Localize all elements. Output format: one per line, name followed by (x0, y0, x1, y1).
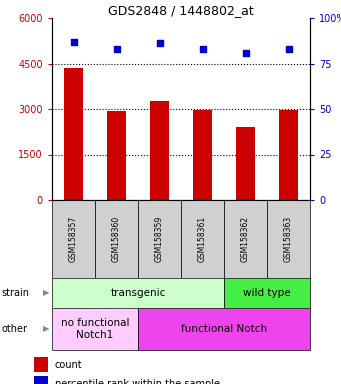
Bar (224, 278, 310, 308)
Text: GSM158363: GSM158363 (284, 216, 293, 262)
Bar (138, 200, 181, 278)
Bar (95, 200, 138, 278)
Text: strain: strain (2, 288, 30, 298)
Bar (107, 111, 126, 200)
Point (71, 38, 76, 45)
Bar (52, 200, 95, 278)
Bar (193, 110, 212, 200)
Text: GSM158362: GSM158362 (241, 216, 250, 262)
Bar (150, 101, 169, 200)
Text: no functional
Notch1: no functional Notch1 (61, 318, 129, 340)
Point (200, 46, 205, 52)
Text: ▶: ▶ (43, 324, 49, 333)
Point (286, 46, 291, 52)
Text: ▶: ▶ (43, 288, 49, 298)
Title: GDS2848 / 1448802_at: GDS2848 / 1448802_at (108, 4, 254, 17)
Text: GSM158360: GSM158360 (112, 216, 121, 262)
Text: percentile rank within the sample: percentile rank within the sample (55, 379, 220, 384)
Bar (64, 68, 83, 200)
Bar (34, 376, 48, 384)
Bar (138, 308, 310, 350)
Text: transgenic: transgenic (110, 288, 166, 298)
Text: count: count (55, 360, 82, 370)
Text: GSM158359: GSM158359 (155, 216, 164, 262)
Point (243, 50, 248, 56)
Bar (279, 110, 298, 200)
Bar (34, 357, 48, 372)
Text: GSM158357: GSM158357 (69, 216, 78, 262)
Bar (224, 200, 267, 278)
Point (114, 46, 119, 52)
Bar (236, 127, 255, 200)
Bar (52, 278, 224, 308)
Bar (52, 308, 138, 350)
Bar (181, 200, 224, 278)
Point (157, 40, 162, 46)
Text: other: other (2, 324, 28, 334)
Text: GSM158361: GSM158361 (198, 216, 207, 262)
Text: wild type: wild type (243, 288, 291, 298)
Bar (267, 200, 310, 278)
Text: functional Notch: functional Notch (181, 324, 267, 334)
